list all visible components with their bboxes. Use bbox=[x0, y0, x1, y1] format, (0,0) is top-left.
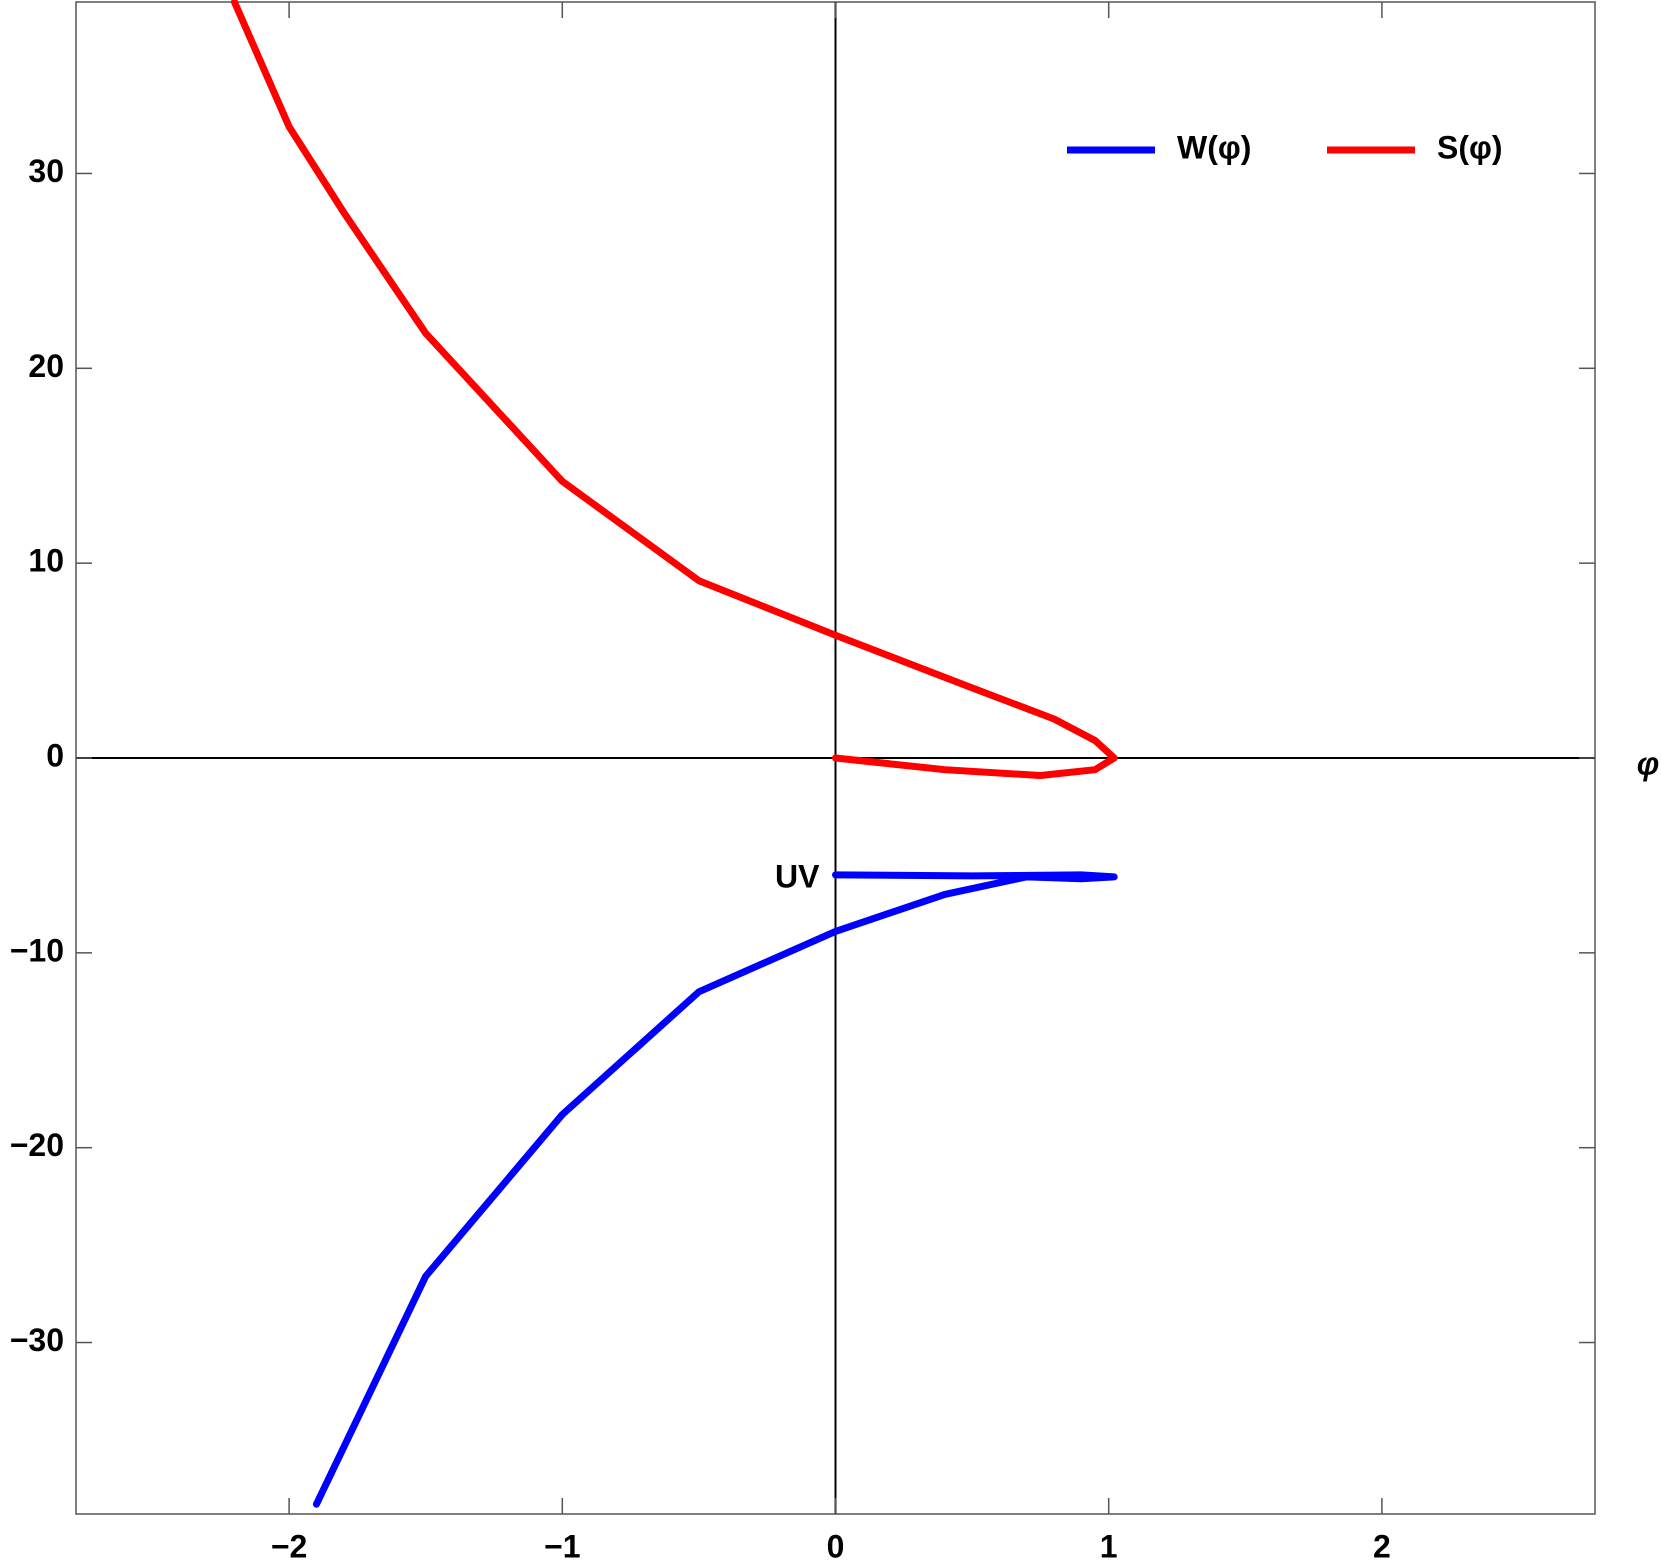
legend-label: S(φ) bbox=[1437, 129, 1503, 165]
series-line bbox=[312, 871, 1118, 1508]
x-tick-label: −1 bbox=[544, 1528, 580, 1564]
x-axis-label: φ bbox=[1637, 745, 1660, 781]
y-tick-label: −10 bbox=[10, 932, 64, 968]
series-line bbox=[230, 0, 1118, 780]
x-tick-label: 2 bbox=[1373, 1528, 1391, 1564]
legend-label: W(φ) bbox=[1177, 129, 1251, 165]
y-tick-label: 30 bbox=[28, 153, 64, 189]
x-tick-label: −2 bbox=[271, 1528, 307, 1564]
y-tick-label: 10 bbox=[28, 543, 64, 579]
x-tick-label: 1 bbox=[1100, 1528, 1118, 1564]
y-tick-label: 0 bbox=[46, 737, 64, 773]
x-tick-label: 0 bbox=[827, 1528, 845, 1564]
annotation: UV bbox=[775, 858, 820, 894]
y-tick-label: −20 bbox=[10, 1127, 64, 1163]
y-tick-label: −30 bbox=[10, 1322, 64, 1358]
y-tick-label: 20 bbox=[28, 348, 64, 384]
